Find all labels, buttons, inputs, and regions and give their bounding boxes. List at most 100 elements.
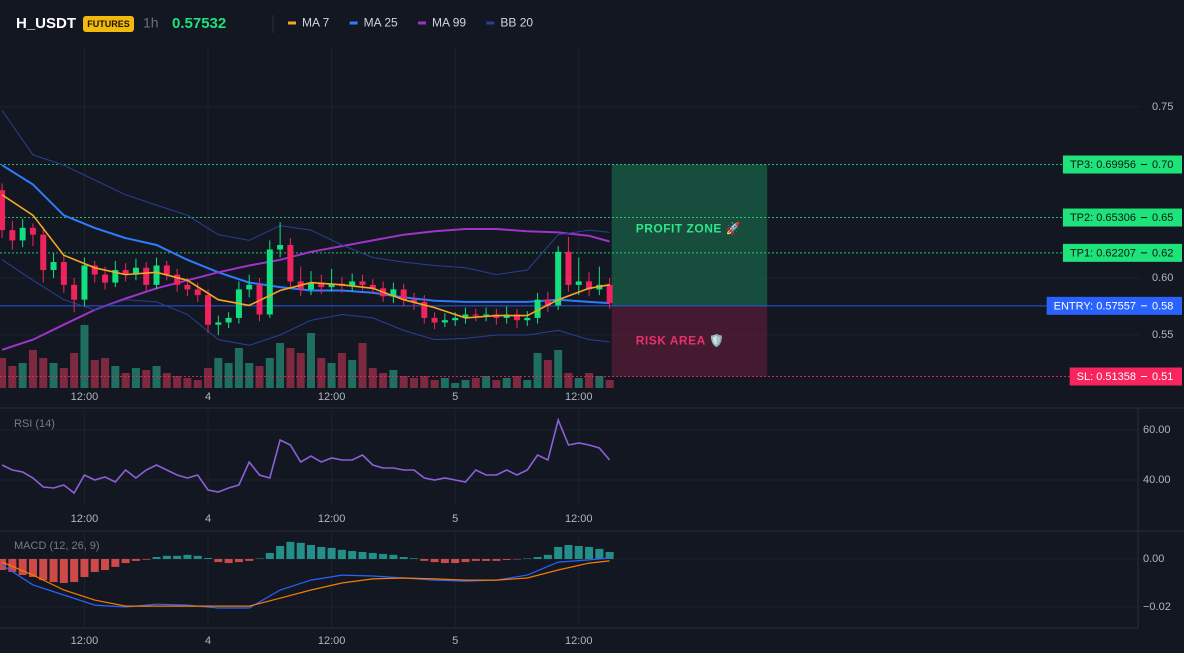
x-tick-label: 4 [205, 635, 211, 647]
volume-bar [296, 353, 305, 388]
volume-bar [49, 363, 58, 388]
volume-bar [533, 353, 542, 388]
level-axis-label: 0.58 [1152, 300, 1173, 312]
volume-bar [131, 368, 140, 388]
macd-histogram-bar [286, 541, 295, 559]
candle-body [205, 295, 212, 325]
macd-histogram-bar [471, 558, 480, 561]
macd-histogram-bar [265, 552, 274, 559]
volume-bar [337, 353, 346, 388]
volume-bar [204, 368, 213, 388]
last-price: 0.57532 [172, 15, 226, 32]
candle-body [318, 282, 325, 288]
candle-body [483, 314, 490, 316]
candle-body [287, 244, 294, 282]
macd-histogram-bar [101, 558, 110, 571]
symbol: H_USDT [16, 15, 76, 32]
macd-histogram-bar [131, 558, 140, 561]
candle-body [524, 317, 531, 321]
macd-histogram-bar [183, 554, 192, 559]
macd-histogram-bar [543, 554, 552, 559]
candle-body [534, 299, 541, 318]
candle-body [225, 317, 232, 323]
candle-body [421, 301, 428, 318]
zone-label: PROFIT ZONE 🚀 [636, 221, 741, 235]
candle-body [194, 289, 201, 296]
volume-bar [409, 378, 418, 388]
candle-body [60, 262, 67, 285]
macd-histogram-bar [307, 545, 316, 559]
volume-bar [28, 350, 37, 388]
macd-histogram-bar [564, 545, 573, 559]
macd-histogram-bar [451, 558, 460, 564]
macd-histogram-bar [585, 546, 594, 559]
zone [611, 164, 768, 306]
volume-bar [80, 325, 89, 388]
legend-label: MA 7 [302, 16, 330, 30]
candle-body [174, 274, 181, 285]
interval: 1h [143, 15, 159, 31]
badge-bg [83, 16, 134, 32]
x-tick-label: 12:00 [71, 513, 99, 525]
level-box [1046, 296, 1182, 315]
candle-body [102, 274, 109, 283]
macd-histogram-bar [595, 548, 604, 559]
volume-bar [379, 373, 388, 388]
badge: FUTURES [87, 19, 130, 29]
candle-body [215, 322, 222, 325]
macd-histogram-bar [90, 558, 99, 572]
volume-bar [265, 358, 274, 388]
candle-body [266, 249, 273, 315]
volume-bar [327, 363, 336, 388]
x-tick-label: 12:00 [71, 391, 99, 403]
level-axis-label: 0.51 [1152, 371, 1173, 383]
candle-body [431, 317, 438, 323]
candle-body [9, 230, 16, 241]
candle-body [50, 262, 57, 271]
volume-bar [502, 378, 511, 388]
rsi-line [1, 417, 611, 495]
volume-bar [348, 360, 357, 388]
candle-body [586, 281, 593, 290]
volume-bar [399, 376, 408, 388]
macd-histogram-bar [492, 558, 501, 561]
level-box [1062, 243, 1182, 262]
macd-histogram-bar [337, 549, 346, 559]
volume-bar [451, 383, 460, 388]
level-label: ENTRY: 0.57557 [1054, 300, 1136, 312]
candle-body [0, 190, 6, 231]
y-tick-label: −0.02 [1143, 601, 1171, 613]
y-tick-label: 0.75 [1152, 101, 1173, 113]
candle-body [246, 284, 253, 290]
candle-body [81, 265, 88, 300]
volume-bar [430, 380, 439, 388]
volume-bar [39, 358, 48, 388]
candle-body [277, 244, 284, 250]
overlay-line [1, 194, 610, 319]
candle-body [555, 251, 562, 306]
volume-bar [111, 366, 120, 388]
level-box [1062, 155, 1182, 174]
overlay-line [1, 110, 610, 276]
candle-body [153, 265, 160, 285]
volume-bar [605, 380, 614, 388]
candle-body [565, 251, 572, 285]
zone [611, 305, 768, 377]
x-tick-label: 5 [452, 391, 458, 403]
macd-histogram-bar [523, 558, 532, 559]
volume-bar [173, 376, 182, 388]
x-tick-label: 12:00 [318, 513, 346, 525]
macd-histogram-bar [368, 552, 377, 559]
volume-bar [440, 378, 449, 388]
volume-bar [512, 376, 521, 388]
level-axis-label: 0.62 [1152, 247, 1173, 259]
volume-bar [276, 343, 285, 388]
volume-bar [564, 373, 573, 388]
macd-histogram-bar [554, 546, 563, 559]
macd-histogram-bar [39, 558, 48, 581]
candle-body [71, 284, 78, 300]
macd-histogram-bar [461, 558, 470, 563]
x-tick-label: 12:00 [71, 635, 99, 647]
y-tick-label: 0.00 [1143, 553, 1164, 565]
macd-histogram-bar [28, 558, 37, 577]
